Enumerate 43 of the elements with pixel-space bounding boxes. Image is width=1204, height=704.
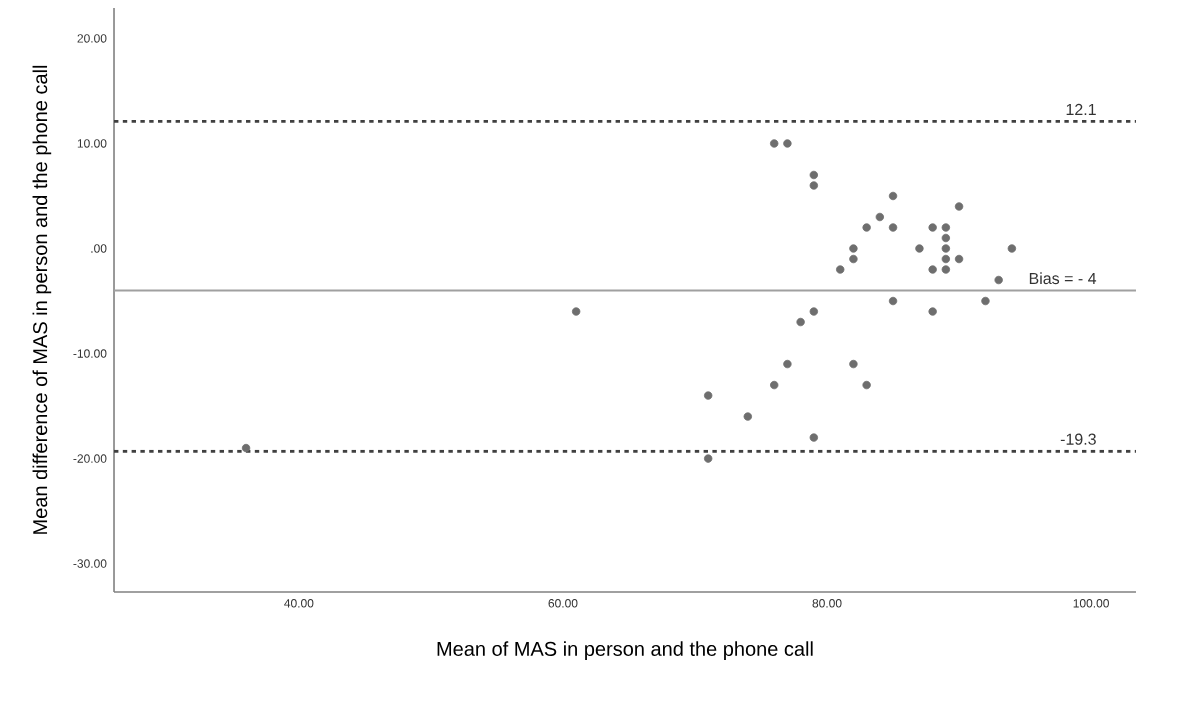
point <box>954 254 964 264</box>
ref-line-label: -19.3 <box>1060 433 1096 445</box>
point <box>809 181 819 190</box>
point <box>941 254 951 264</box>
point <box>703 391 713 400</box>
y-axis-title: Mean difference of MAS in person and the phone call <box>32 65 52 534</box>
ref-line-label: 12.1 <box>1066 103 1096 116</box>
point <box>809 433 819 442</box>
point <box>1007 244 1017 253</box>
point <box>783 359 792 369</box>
point <box>928 307 937 316</box>
ref-line-label: Bias = - 4 <box>1029 272 1097 285</box>
point <box>941 244 951 253</box>
point <box>836 265 845 274</box>
point <box>941 265 951 274</box>
point <box>928 223 937 232</box>
point <box>862 223 871 232</box>
point <box>743 412 752 421</box>
point <box>849 244 858 253</box>
point <box>941 233 951 243</box>
point <box>849 254 858 264</box>
point <box>862 380 871 390</box>
point <box>875 212 885 222</box>
point <box>783 139 792 148</box>
point <box>770 380 779 390</box>
point <box>888 223 898 232</box>
point <box>928 265 937 274</box>
point <box>981 296 990 306</box>
point <box>941 223 951 232</box>
point <box>241 443 251 453</box>
point <box>809 307 819 316</box>
point <box>770 139 779 148</box>
point <box>888 296 898 306</box>
point <box>809 170 819 180</box>
point <box>954 202 964 211</box>
point <box>571 307 581 316</box>
point <box>703 454 713 463</box>
point <box>888 191 898 201</box>
x-axis-title: Mean of MAS in person and the phone call <box>437 641 813 660</box>
point <box>915 244 924 253</box>
point <box>796 317 805 327</box>
point <box>849 359 858 369</box>
point <box>994 275 1003 285</box>
